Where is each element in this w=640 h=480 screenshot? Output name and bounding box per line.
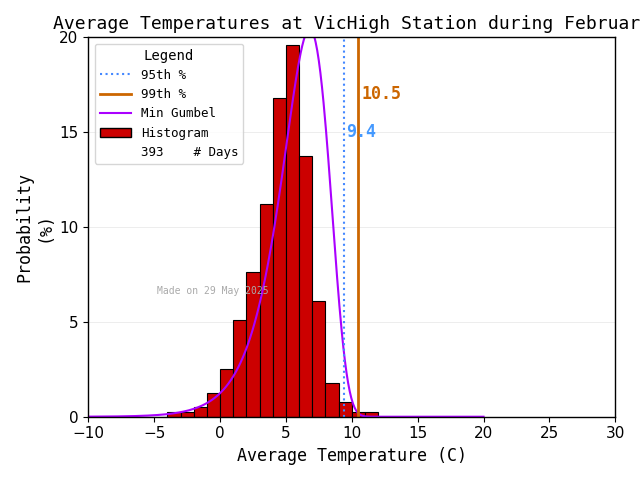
Bar bbox=[365, 412, 378, 417]
Bar bbox=[246, 272, 260, 417]
Legend: 95th %, 99th %, Min Gumbel, Histogram, 393    # Days: 95th %, 99th %, Min Gumbel, Histogram, 3… bbox=[95, 44, 243, 164]
Bar bbox=[180, 412, 194, 417]
Bar bbox=[286, 45, 299, 417]
Bar bbox=[299, 156, 312, 417]
Text: 10.5: 10.5 bbox=[361, 85, 401, 103]
Bar bbox=[352, 412, 365, 417]
Bar bbox=[168, 412, 180, 417]
Bar bbox=[339, 402, 352, 417]
Bar bbox=[207, 393, 220, 417]
Title: Average Temperatures at VicHigh Station during February: Average Temperatures at VicHigh Station … bbox=[52, 15, 640, 33]
Y-axis label: Probability
(%): Probability (%) bbox=[15, 172, 54, 282]
X-axis label: Average Temperature (C): Average Temperature (C) bbox=[237, 447, 467, 465]
Bar bbox=[233, 320, 246, 417]
Bar bbox=[260, 204, 273, 417]
Bar bbox=[220, 369, 233, 417]
Text: 9.4: 9.4 bbox=[346, 123, 376, 141]
Bar bbox=[326, 383, 339, 417]
Bar bbox=[273, 98, 286, 417]
Bar bbox=[312, 301, 326, 417]
Text: Made on 29 May 2025: Made on 29 May 2025 bbox=[157, 286, 268, 296]
Bar bbox=[194, 407, 207, 417]
